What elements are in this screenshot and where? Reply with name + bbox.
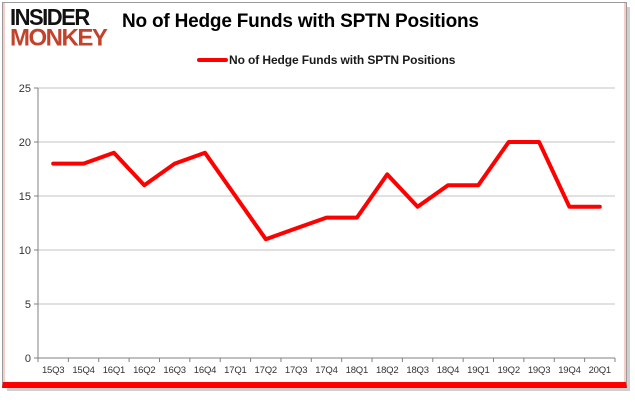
y-tick-label: 25 xyxy=(19,83,31,95)
x-tick-label: 19Q1 xyxy=(467,365,489,376)
x-tick-label: 18Q2 xyxy=(376,365,398,376)
x-tick-label: 17Q2 xyxy=(255,365,277,376)
x-tick-label: 15Q3 xyxy=(42,365,64,376)
x-tick-label: 18Q3 xyxy=(406,365,428,376)
y-tick-label: 5 xyxy=(25,299,31,311)
x-tick-label: 18Q4 xyxy=(437,365,459,376)
chart-frame xyxy=(2,2,627,388)
y-tick-label: 0 xyxy=(25,353,31,365)
x-tick-label: 20Q1 xyxy=(589,365,611,376)
logo-insider-text: INSIDER xyxy=(10,3,90,31)
x-tick-label: 19Q3 xyxy=(528,365,550,376)
y-tick-label: 10 xyxy=(19,245,31,257)
x-tick-label: 16Q4 xyxy=(194,365,216,376)
y-tick-label: 20 xyxy=(19,137,31,149)
x-tick-label: 17Q4 xyxy=(315,365,337,376)
series-line xyxy=(51,140,602,242)
chart-title: No of Hedge Funds with SPTN Positions xyxy=(122,11,479,32)
legend-line-swatch-icon xyxy=(197,58,228,62)
legend: No of Hedge Funds with SPTN Positions xyxy=(197,53,455,67)
x-tick-label: 19Q4 xyxy=(558,365,580,376)
x-tick-label: 17Q3 xyxy=(285,365,307,376)
x-tick-label: 18Q1 xyxy=(346,365,368,376)
x-tick-label: 17Q1 xyxy=(224,365,246,376)
x-tick-label: 16Q2 xyxy=(133,365,155,376)
legend-label: No of Hedge Funds with SPTN Positions xyxy=(229,53,456,67)
y-tick-label: 15 xyxy=(19,191,31,203)
x-tick-label: 15Q4 xyxy=(72,365,94,376)
x-tick-label: 19Q2 xyxy=(497,365,519,376)
x-tick-label: 16Q1 xyxy=(103,365,125,376)
insider-monkey-logo: INSIDER MONKEY xyxy=(10,3,108,52)
logo-monkey-text: MONKEY xyxy=(10,24,108,52)
x-tick-label: 16Q3 xyxy=(163,365,185,376)
